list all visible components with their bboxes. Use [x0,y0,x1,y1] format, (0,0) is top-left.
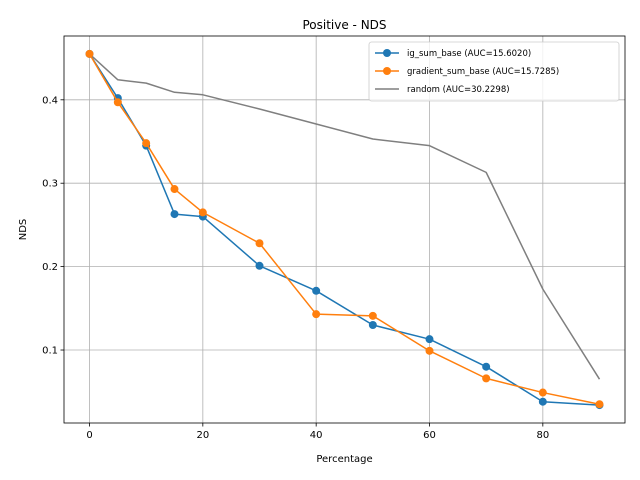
data-point [170,210,179,219]
x-tick-label: 20 [196,430,209,441]
data-point [595,400,604,409]
plot-frame [63,35,626,424]
data-point [368,311,377,320]
legend-item: ig_sum_base (AUC=15.6020) [375,49,531,59]
y-tick-label: 0.2 [42,262,58,273]
data-point [255,261,264,270]
data-point [170,185,179,194]
series-line [88,53,600,405]
series-2 [88,53,601,380]
axis-ticks: 0 20 40 60 80 0.1 0.2 0.3 0.4 [42,95,549,441]
chart-title: Positive - NDS [302,18,386,32]
legend-marker [383,49,391,57]
legend-label: ig_sum_base (AUC=15.6020) [407,49,531,59]
y-axis-label: NDS [18,219,29,241]
y-tick-label: 0.1 [42,346,58,357]
data-point [312,310,321,319]
data-point [425,335,434,344]
legend: ig_sum_base (AUC=15.6020) gradient_sum_ba… [368,41,620,102]
series-1 [85,49,604,409]
x-tick-label: 0 [86,430,92,441]
data-point [482,374,491,383]
data-point [368,320,377,329]
data-point [113,98,122,107]
x-axis-label: Percentage [316,454,372,465]
data-point [538,388,547,397]
x-tick-label: 40 [310,430,323,441]
x-tick-label: 80 [536,430,549,441]
data-point [85,49,94,58]
series-line [88,53,601,380]
legend-label: random (AUC=30.2298) [407,85,510,95]
y-tick-label: 0.4 [42,95,58,106]
y-tick-label: 0.3 [42,179,58,190]
legend-marker [383,67,391,75]
data-point [538,397,547,406]
data-point [425,346,434,355]
data-point [198,208,207,217]
legend-label: gradient_sum_base (AUC=15.7285) [407,67,559,77]
data-point [142,139,151,148]
legend-item: gradient_sum_base (AUC=15.7285) [375,67,559,77]
data-point [312,286,321,295]
legend-box [368,41,620,102]
data-point [482,362,491,371]
data-point [255,239,264,248]
x-tick-label: 60 [423,430,436,441]
legend-item: random (AUC=30.2298) [375,85,510,95]
series-layer [85,49,604,410]
